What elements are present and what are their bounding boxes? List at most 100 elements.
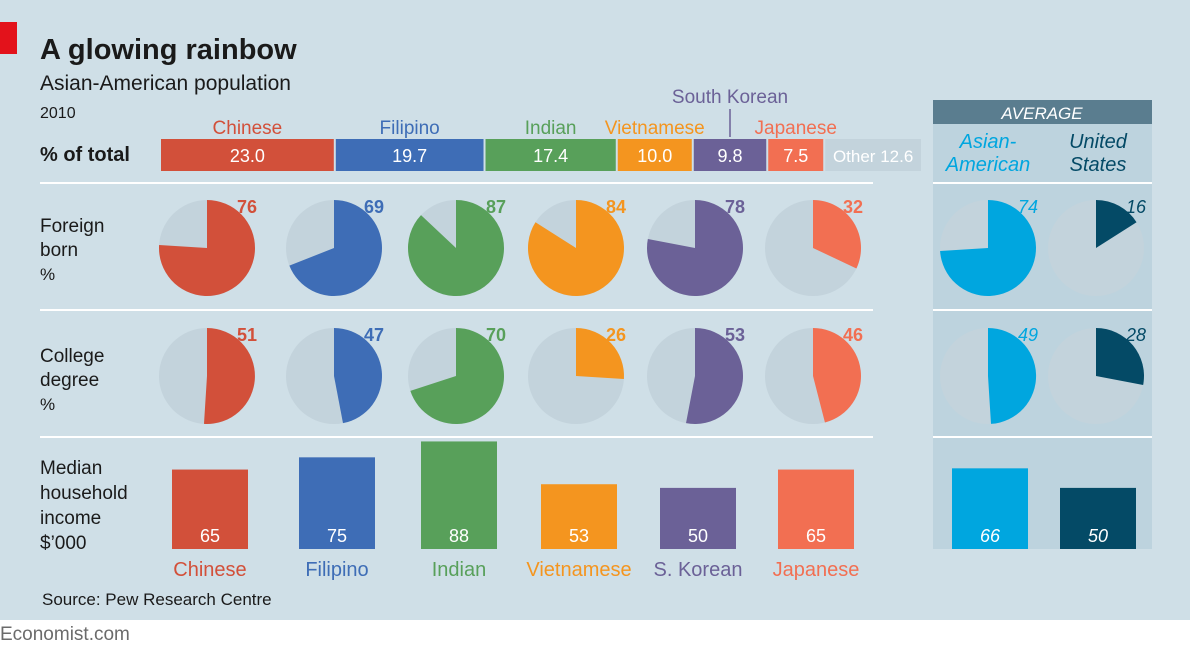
share-segment-indian [485,139,616,171]
share-segment-vietnamese [617,139,692,171]
pie-value-college-us: 28 [1125,325,1146,345]
income-bar-chinese [172,469,248,549]
group-label-indian: Indian [525,118,577,139]
group-labels: Chinese Filipino Indian Vietnamese South Kor… [213,87,837,139]
row-label-college-3: % [40,395,55,414]
income-value-chinese: 65 [200,526,220,546]
pie-value-foreign-chinese: 76 [237,197,257,217]
bottom-label-japanese: Japanese [773,559,860,581]
pie-value-foreign-japanese: 32 [843,197,863,217]
row-label-income-3: income [40,508,101,529]
income-value-us: 50 [1088,526,1108,546]
pie-value-college-filipino: 47 [364,325,384,345]
brand-label: Economist.com [0,624,130,645]
pie-slice-foreign-chinese [158,200,255,296]
pie-value-college-chinese: 51 [237,325,257,345]
share-value-indian: 17.4 [533,146,568,166]
pie-value-foreign-us: 16 [1126,197,1147,217]
group-label-filipino: Filipino [380,118,440,139]
income-value-asian_american: 66 [980,526,1001,546]
pie-slice-college-vietnamese [576,328,625,380]
group-label-japanese: Japanese [755,118,837,139]
pie-charts: 76 51 69 47 87 70 84 26 78 53 32 46 74 49 16 28 [158,197,1147,424]
group-label-chinese: Chinese [213,118,283,139]
pie-slice-college-indian [410,328,505,424]
pie-value-foreign-korean: 78 [725,197,745,217]
row-dividers [40,182,1152,438]
bottom-label-indian: Indian [432,559,487,581]
pie-slice-college-chinese [203,328,255,424]
pie-value-foreign-filipino: 69 [364,197,384,217]
pie-value-foreign-indian: 87 [486,197,506,217]
pie-value-foreign-asian_american: 74 [1018,197,1038,217]
bottom-label-korean: S. Korean [654,559,743,581]
share-value-filipino: 19.7 [392,146,427,166]
share-value-japanese: 7.5 [783,146,808,166]
pie-slice-college-korean [686,328,744,424]
average-label-asian_american-1: Asian- [959,131,1017,153]
pie-value-college-asian_american: 49 [1018,325,1038,345]
row-label-share: % of total [40,144,130,166]
row-label-foreign-1: Foreign [40,216,104,237]
average-header-band [933,100,1152,124]
pie-slice-foreign-japanese [813,200,861,269]
share-value-korean: 9.8 [717,146,742,166]
share-segment-korean [693,139,767,171]
pie-slice-foreign-korean [647,200,744,296]
share-segment-japanese [768,139,824,171]
average-label-us-2: States [1070,154,1127,176]
income-bar-korean [660,487,736,549]
income-bar-asian_american [952,468,1028,549]
income-bar-japanese [778,469,854,549]
pie-value-college-indian: 70 [486,325,506,345]
income-value-filipino: 75 [327,526,347,546]
row-label-income-2: household [40,483,128,504]
income-value-japanese: 65 [806,526,826,546]
pie-value-college-japanese: 46 [843,325,863,345]
income-value-indian: 88 [449,526,469,546]
pie-slice-foreign-vietnamese [527,200,624,296]
pie-value-college-korean: 53 [725,325,745,345]
income-bar-vietnamese [541,484,617,549]
pie-value-college-vietnamese: 26 [606,325,626,345]
income-value-vietnamese: 53 [569,526,589,546]
group-label-korean: South Korean [672,87,788,108]
share-segment-filipino [335,139,484,171]
pie-slice-college-japanese [813,328,861,423]
source-note: Source: Pew Research Centre [42,590,272,609]
chart-title: A glowing rainbow [40,34,297,66]
pie-slice-foreign-asian_american [940,200,1036,296]
bottom-label-chinese: Chinese [173,559,246,581]
row-label-income-1: Median [40,458,102,479]
income-bar-indian [421,441,497,549]
row-label-income-4: $’000 [40,533,87,554]
row-label-foreign-3: % [40,265,55,284]
average-label-us-1: United [1069,131,1128,153]
share-segment-chinese [161,139,334,171]
average-label-asian_american-2: American [945,154,1030,176]
accent-bar [0,22,17,54]
share-segment-other [825,139,921,171]
chart-subtitle: Asian-American population [40,72,291,95]
pie-slice-foreign-filipino [289,200,382,296]
chart-year: 2010 [40,105,76,122]
footer-background [0,620,1190,652]
row-label-foreign-2: born [40,240,78,261]
income-value-korean: 50 [688,526,708,546]
share-value-chinese: 23.0 [230,146,265,166]
bottom-label-vietnamese: Vietnamese [526,559,631,581]
pie-value-foreign-vietnamese: 84 [606,197,626,217]
income-bar-us [1060,487,1136,549]
income-bars: 65 Chinese 75 Filipino 88 Indian 53 Vietnamese 5… [172,441,1136,581]
group-label-vietnamese: Vietnamese [605,118,705,139]
average-header: AVERAGE [1000,104,1083,123]
pie-slice-foreign-us [1096,200,1137,248]
row-label-college-2: degree [40,370,99,391]
share-value-vietnamese: 10.0 [637,146,672,166]
share-value-other: Other 12.6 [833,147,913,166]
pie-slice-college-filipino [334,328,382,424]
row-label-college-1: College [40,346,104,367]
